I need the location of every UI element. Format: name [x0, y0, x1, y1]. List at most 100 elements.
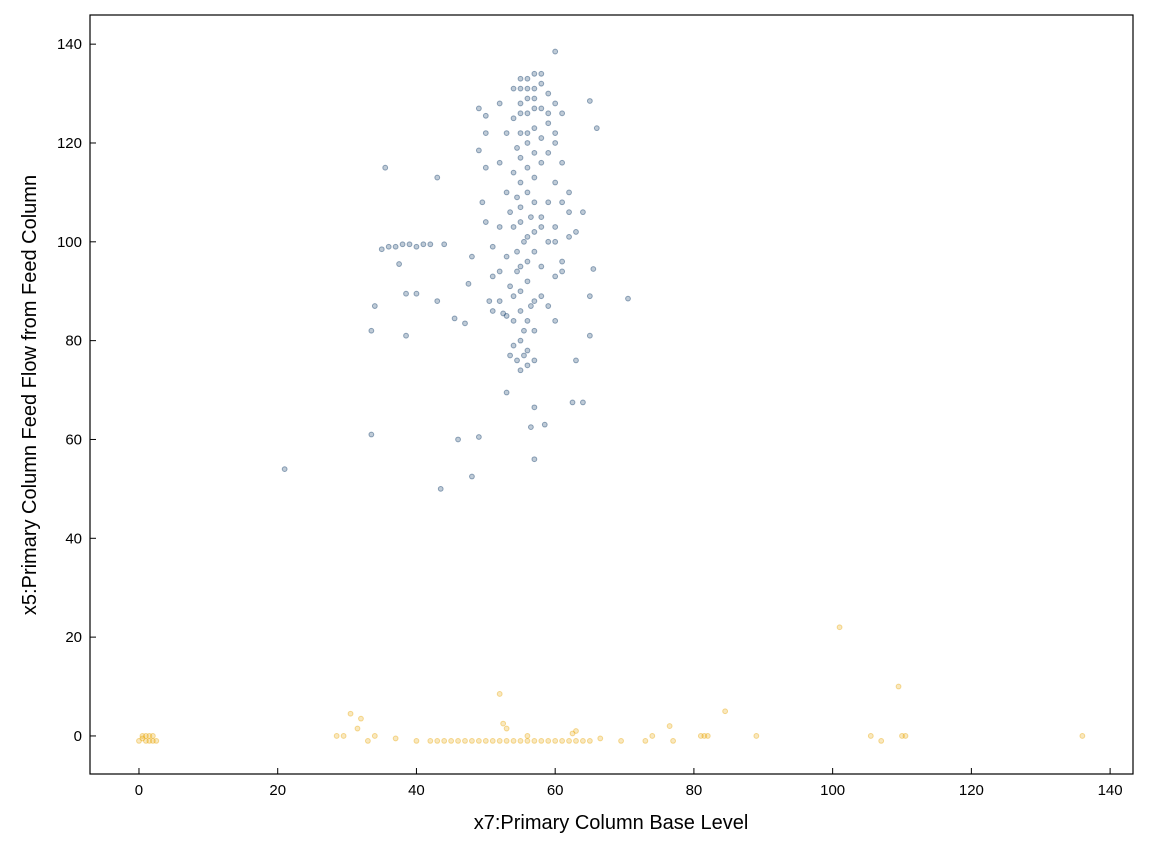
scatter-point	[503, 725, 510, 732]
scatter-point	[538, 293, 545, 300]
scatter-point	[434, 298, 441, 305]
scatter-point	[434, 174, 441, 181]
scatter-point	[524, 233, 531, 240]
scatter-point	[486, 298, 493, 305]
scatter-point	[559, 110, 566, 117]
scatter-point	[753, 733, 760, 739]
scatter-point	[153, 737, 160, 744]
scatter-point	[510, 293, 517, 300]
scatter-point	[441, 737, 448, 744]
scatter-point	[531, 174, 538, 181]
scatter-point	[420, 241, 427, 248]
scatter-point	[538, 105, 545, 112]
scatter-point	[358, 715, 364, 722]
scatter-point	[475, 434, 482, 440]
scatter-point	[517, 337, 524, 344]
scatter-point	[552, 130, 559, 136]
scatter-point	[503, 130, 510, 136]
scatter-point	[566, 189, 572, 196]
scatter-point	[392, 735, 399, 742]
scatter-point	[545, 110, 552, 117]
scatter-point	[503, 737, 510, 744]
scatter-point	[538, 159, 545, 166]
scatter-point	[545, 149, 552, 156]
scatter-point	[545, 238, 552, 245]
scatter-point	[403, 332, 409, 339]
scatter-point	[333, 733, 340, 739]
scatter-point	[559, 737, 566, 744]
scatter-point	[538, 263, 545, 270]
scatter-point	[517, 179, 524, 186]
plot-frame	[89, 14, 1134, 775]
x-tick-label: 40	[408, 782, 425, 799]
scatter-point	[496, 691, 503, 697]
scatter-point	[642, 737, 649, 744]
scatter-point	[573, 357, 579, 364]
scatter-point	[406, 241, 413, 248]
scatter-point	[392, 243, 399, 250]
scatter-point	[496, 737, 503, 744]
x-tick-label: 100	[820, 782, 845, 799]
scatter-point	[517, 110, 524, 117]
scatter-point	[368, 327, 375, 334]
scatter-point	[517, 219, 524, 225]
scatter-point	[566, 737, 572, 744]
scatter-point	[524, 362, 531, 369]
scatter-point	[559, 258, 566, 265]
scatter-point	[586, 332, 593, 339]
y-axis-label: x5:Primary Column Feed Flow from Feed Co…	[19, 175, 41, 615]
scatter-point	[521, 238, 527, 245]
scatter-point	[531, 105, 538, 112]
scatter-point	[413, 737, 420, 744]
scatter-point	[867, 733, 874, 739]
scatter-point	[503, 389, 510, 396]
scatter-point	[580, 737, 586, 744]
scatter-point	[382, 164, 389, 171]
y-tick-label: 100	[57, 234, 82, 251]
scatter-point	[559, 199, 566, 206]
scatter-point	[586, 737, 593, 744]
x-tick-label: 80	[686, 782, 703, 799]
scatter-point	[538, 70, 545, 77]
scatter-point	[524, 140, 531, 146]
scatter-point	[899, 733, 905, 739]
scatter-point	[531, 85, 538, 92]
scatter-point	[517, 85, 524, 92]
scatter-point	[503, 313, 510, 319]
x-tick-label: 20	[269, 782, 286, 799]
scatter-point	[521, 352, 527, 359]
scatter-point	[496, 298, 503, 305]
scatter-point	[517, 100, 524, 107]
scatter-point	[500, 720, 507, 727]
scatter-point	[531, 95, 538, 102]
scatter-point	[500, 310, 507, 317]
scatter-point	[517, 130, 524, 136]
scatter-point	[552, 100, 559, 107]
scatter-point	[281, 466, 288, 473]
scatter-point	[510, 224, 517, 230]
scatter-point	[527, 424, 534, 431]
scatter-point	[354, 725, 361, 732]
scatter-point	[701, 733, 708, 739]
scatter-point	[441, 241, 448, 248]
scatter-point	[340, 733, 347, 739]
scatter-point	[469, 253, 475, 260]
scatter-point	[569, 730, 576, 737]
scatter-point	[465, 280, 472, 287]
scatter-point	[448, 737, 455, 744]
scatter-point	[149, 737, 156, 744]
scatter-point	[517, 75, 524, 82]
scatter-point	[559, 159, 566, 166]
scatter-point	[514, 194, 520, 201]
scatter-point	[136, 737, 142, 744]
scatter-point	[371, 733, 378, 739]
y-tick-label: 80	[65, 333, 82, 350]
scatter-point	[590, 266, 597, 272]
scatter-point	[451, 315, 458, 322]
scatter-point	[413, 243, 420, 250]
scatter-point	[510, 169, 517, 176]
x-axis-label: x7:Primary Column Base Level	[474, 812, 749, 834]
scatter-point	[503, 253, 510, 260]
scatter-point	[507, 352, 513, 359]
scatter-point	[482, 164, 489, 171]
